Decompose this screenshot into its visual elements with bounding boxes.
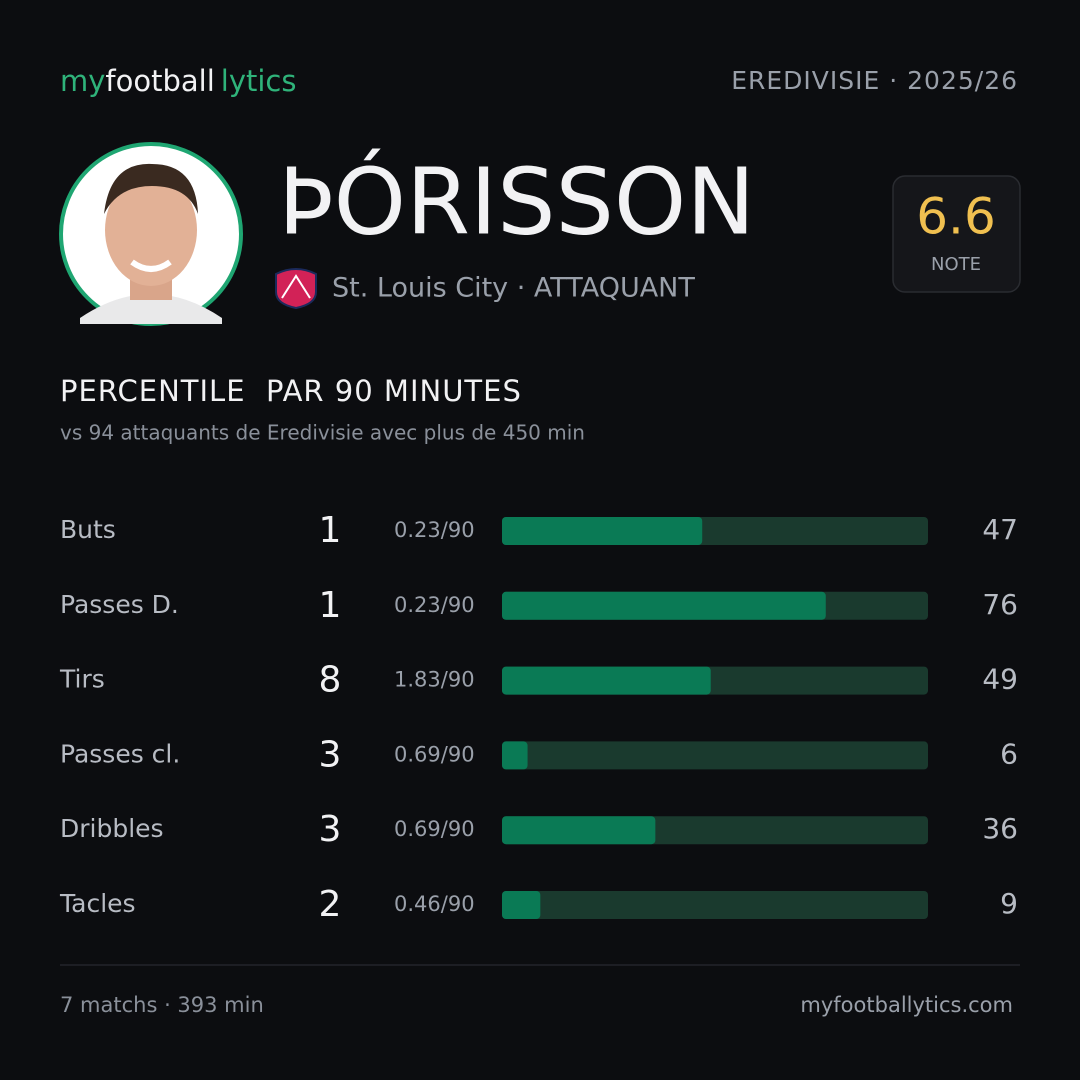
- league: EREDIVISIE · 2025/26: [731, 66, 1018, 95]
- stat-percentile: 6: [1000, 737, 1018, 770]
- rating-box: [892, 175, 1021, 293]
- percentile-bar: [502, 816, 656, 845]
- stat-total: 1: [319, 585, 342, 626]
- stat-per90: 1.83/90: [394, 668, 475, 692]
- stat-percentile: 9: [1000, 887, 1018, 920]
- stat-per90: 0.23/90: [394, 518, 475, 542]
- stat-label: Tacles: [59, 889, 136, 918]
- club-badge: [275, 268, 317, 310]
- stat-percentile: 49: [982, 663, 1018, 696]
- stat-total: 2: [319, 884, 342, 925]
- percentile-bar: [502, 591, 826, 620]
- brand-lytics: lytics: [221, 64, 297, 98]
- stat-per90: 0.69/90: [394, 817, 475, 841]
- section-subtitle: vs 94 attaquants de Eredivisie avec plus…: [60, 421, 585, 445]
- stat-total: 3: [319, 734, 342, 775]
- player-name: ÞÓRISSON: [278, 146, 755, 255]
- percentile-bar: [502, 666, 711, 695]
- brand-football: football: [105, 64, 214, 98]
- stat-label: Buts: [60, 515, 116, 544]
- brand-my: my: [60, 64, 105, 98]
- brand: myfootball lytics: [60, 64, 296, 98]
- stat-per90: 0.23/90: [394, 593, 475, 617]
- stat-percentile: 47: [982, 513, 1018, 546]
- stat-per90: 0.69/90: [394, 742, 475, 766]
- section-title: PERCENTILE PAR 90 MINUTES: [60, 374, 522, 408]
- percentile-bar: [502, 891, 541, 919]
- stat-total: 8: [319, 660, 342, 701]
- stat-label: Passes cl.: [60, 739, 180, 768]
- footer-right: myfootballytics.com: [800, 993, 1013, 1017]
- stat-rows: Buts 1 0.23/90 47 Passes D. 1 0.23/90 76 Tirs 8 1.…: [59, 510, 1018, 925]
- rating-value: 6.6: [916, 188, 996, 246]
- stat-total: 3: [319, 809, 342, 850]
- percentile-bar: [502, 741, 528, 770]
- stat-percentile: 76: [982, 588, 1018, 621]
- bar-track: [502, 891, 928, 919]
- stat-label: Passes D.: [60, 590, 179, 619]
- bar-track: [502, 741, 928, 770]
- footer-left: 7 matchs · 393 min: [60, 993, 264, 1017]
- stat-percentile: 36: [982, 812, 1018, 845]
- stat-label: Tirs: [59, 665, 105, 694]
- stat-per90: 0.46/90: [394, 892, 475, 916]
- rating-label: NOTE: [931, 254, 981, 275]
- stat-total: 1: [319, 510, 342, 551]
- player-photo: [59, 142, 243, 326]
- percentile-bar: [502, 517, 703, 545]
- player-club: St. Louis City · ATTAQUANT: [332, 273, 695, 304]
- stat-label: Dribbles: [60, 814, 164, 843]
